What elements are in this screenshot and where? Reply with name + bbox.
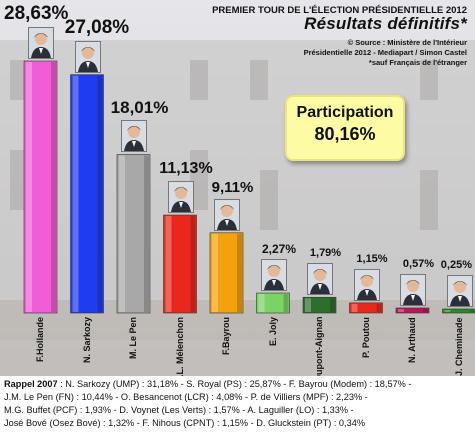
rappel-line-1: Rappel 2007 : N. Sarkozy (UMP) : 31,18% … <box>4 378 471 391</box>
bar-rect-4 <box>163 214 197 314</box>
election-heading: PREMIER TOUR DE L'ÉLECTION PRÉSIDENTIELL… <box>212 5 467 16</box>
category-label-9: N. Arthaud <box>407 317 417 363</box>
category-label-4: J.L. Mélenchon <box>174 317 185 383</box>
bar-1 <box>23 60 58 314</box>
footnote: *sauf Français de l'étranger <box>368 58 467 67</box>
rappel-line-3: M.G. Buffet (PCF) : 1,93% - D. Voynet (L… <box>4 405 354 415</box>
bar-shade-1 <box>51 62 56 312</box>
bar-rect-6 <box>256 292 290 314</box>
value-label-6: 2,27% <box>261 242 297 257</box>
category-label-2: N. Sarkozy <box>81 317 92 364</box>
chart-labels: 28,63% F.Hollande 27,08% N. Sarkozy 18,01% M.… <box>4 3 473 393</box>
bar-rect-7 <box>302 296 337 314</box>
bar-rect-3 <box>116 154 151 314</box>
participation-value: 80,16% <box>314 124 376 144</box>
value-label-4: 11,13% <box>159 160 213 178</box>
rappel-2007-box: Rappel 2007 : N. Sarkozy (UMP) : 31,18% … <box>0 376 475 435</box>
category-label-10: J. Cheminade <box>453 317 464 376</box>
candidate-photo-3 <box>121 120 147 153</box>
rappel-line-4: José Bové (Osez Bové) : 1,32% - F. Nihou… <box>4 418 365 428</box>
bar-5 <box>209 232 244 314</box>
candidate-photo-8 <box>353 268 380 301</box>
source-line-2: Présidentielle 2012 - Mediapart / Simon … <box>303 48 467 57</box>
bar-shade-7 <box>330 298 335 312</box>
bar-highlight-3 <box>119 155 125 312</box>
category-label-5: F.Bayrou <box>221 317 231 356</box>
bar-rect-9 <box>395 307 430 314</box>
bar-highlight-7 <box>305 298 311 312</box>
value-label-8: 1,15% <box>356 252 388 265</box>
participation-box: Participation 80,16% <box>285 95 405 161</box>
bar-2 <box>70 74 104 314</box>
bar-shade-10 <box>469 310 475 312</box>
bar-rect-5 <box>209 232 244 314</box>
rappel-label: Rappel 2007 <box>4 379 58 389</box>
candidate-photo-9 <box>400 273 426 306</box>
chart-title: Résultats définitifs* <box>304 14 467 33</box>
value-label-10: 0,25% <box>440 259 472 271</box>
bar-shade-9 <box>423 308 428 312</box>
value-label-2: 27,08% <box>64 16 130 38</box>
bar-rect-1 <box>23 60 58 314</box>
candidate-photo-2 <box>74 40 101 73</box>
bar-shade-5 <box>237 233 242 312</box>
candidate-photo-1 <box>28 27 54 59</box>
bar-chart <box>23 60 475 314</box>
category-label-6: E. Joly <box>267 317 278 347</box>
category-label-8: P. Poutou <box>360 317 371 358</box>
category-label-3: M. Le Pen <box>128 317 138 360</box>
bar-highlight-10 <box>444 310 451 312</box>
candidate-photo-6 <box>260 259 287 292</box>
rappel-text-1: : N. Sarkozy (UMP) : 31,18% - S. Royal (… <box>57 379 412 389</box>
category-label-1: F.Hollande <box>35 317 45 363</box>
bar-8 <box>349 302 383 314</box>
candidate-photo-5 <box>214 198 240 231</box>
bar-highlight-8 <box>351 303 358 312</box>
candidate-photo-4 <box>167 181 194 214</box>
bar-rect-2 <box>70 74 104 314</box>
value-label-9: 0,57% <box>402 257 435 270</box>
value-label-5: 9,11% <box>211 178 254 196</box>
bar-4 <box>163 214 197 314</box>
source-line-1: © Source : Ministère de l'Intérieur <box>347 38 467 47</box>
bar-highlight-4 <box>165 216 172 312</box>
value-label-3: 18,01% <box>110 98 169 118</box>
bar-highlight-1 <box>26 62 32 312</box>
bar-shade-2 <box>97 75 103 312</box>
participation-label: Participation <box>296 104 394 121</box>
bar-shade-6 <box>283 294 289 312</box>
bar-shade-4 <box>190 216 196 312</box>
bar-highlight-9 <box>398 308 404 312</box>
bar-10 <box>442 308 475 314</box>
bar-shade-8 <box>376 303 382 312</box>
bar-6 <box>256 292 290 314</box>
candidate-photo-7 <box>307 263 333 296</box>
bar-rect-8 <box>349 302 383 314</box>
value-label-7: 1,79% <box>309 247 342 260</box>
bar-3 <box>116 154 151 314</box>
bar-highlight-5 <box>212 233 218 312</box>
bar-shade-3 <box>144 155 149 312</box>
value-label-1: 28,63% <box>4 3 69 24</box>
bar-7 <box>302 296 337 314</box>
rappel-line-2: J.M. Le Pen (FN) : 10,44% - O. Besanceno… <box>4 392 368 402</box>
bar-highlight-6 <box>258 294 265 312</box>
bar-9 <box>395 307 430 314</box>
bar-highlight-2 <box>72 75 79 312</box>
candidate-photo-10 <box>446 275 473 307</box>
bar-rect-10 <box>442 308 475 314</box>
